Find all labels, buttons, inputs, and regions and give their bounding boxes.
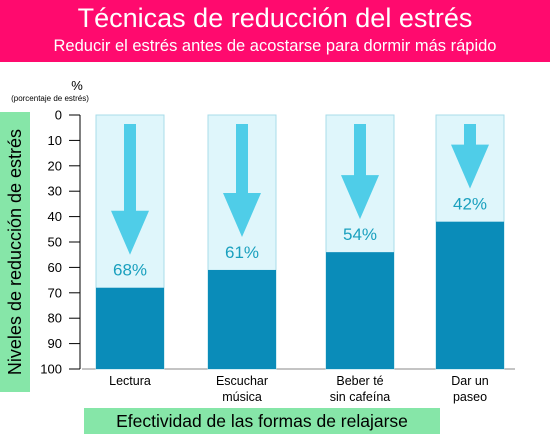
bar-value-label: 42%: [453, 195, 487, 214]
x-tick-label: sin cafeína: [330, 390, 391, 404]
y-tick-label: 100: [40, 362, 62, 377]
bar-value-label: 68%: [113, 261, 147, 280]
x-tick-label: Escuchar: [216, 374, 268, 388]
y-tick-label: 20: [48, 158, 62, 173]
y-tick-label: 40: [48, 209, 62, 224]
chart-title: Técnicas de reducción del estrés: [77, 3, 473, 33]
y-tick-label: 30: [48, 184, 62, 199]
bar: [208, 269, 276, 369]
y-tick-label: 0: [55, 108, 62, 123]
x-tick-label: Dar un: [451, 374, 489, 388]
y-unit-label: %: [71, 78, 83, 93]
x-axis-label: Efectividad de las formas de relajarse: [84, 408, 440, 434]
bars-group: 68% Lectura 61% Escuchar música 54% Beber té si…: [95, 114, 505, 404]
chart-subtitle: Reducir el estrés antes de acostarse par…: [53, 37, 497, 55]
bar: [436, 221, 504, 369]
y-unit-note: (porcentaje de estrés): [11, 94, 89, 103]
y-axis-label-box: Niveles de reducción de estrés: [0, 112, 30, 392]
down-arrow-icon: [111, 124, 149, 255]
y-tick-label: 90: [48, 336, 62, 351]
bar: [96, 287, 164, 369]
y-tick-label: 70: [48, 285, 62, 300]
y-tick-label: 10: [48, 133, 62, 148]
bar: [326, 252, 394, 369]
x-tick-label: música: [222, 390, 262, 404]
down-arrow-icon: [341, 124, 379, 220]
y-axis-ticks: 0 10 20 30 40 50 60 70 80 90 100: [40, 108, 81, 377]
bar-value-label: 61%: [225, 243, 259, 262]
title-banner: Técnicas de reducción del estrés Reducir…: [0, 0, 550, 62]
x-tick-label: paseo: [453, 390, 487, 404]
down-arrow-icon: [451, 124, 489, 189]
down-arrow-icon: [223, 124, 261, 237]
bar-value-label: 54%: [343, 225, 377, 244]
y-tick-label: 80: [48, 311, 62, 326]
y-tick-label: 50: [48, 235, 62, 250]
x-tick-label: Beber té: [336, 374, 383, 388]
bar-chart: % (porcentaje de estrés) 0 10 20 30 40 50 60 70…: [11, 78, 515, 404]
x-tick-label: Lectura: [109, 374, 151, 388]
y-tick-label: 60: [48, 260, 62, 275]
